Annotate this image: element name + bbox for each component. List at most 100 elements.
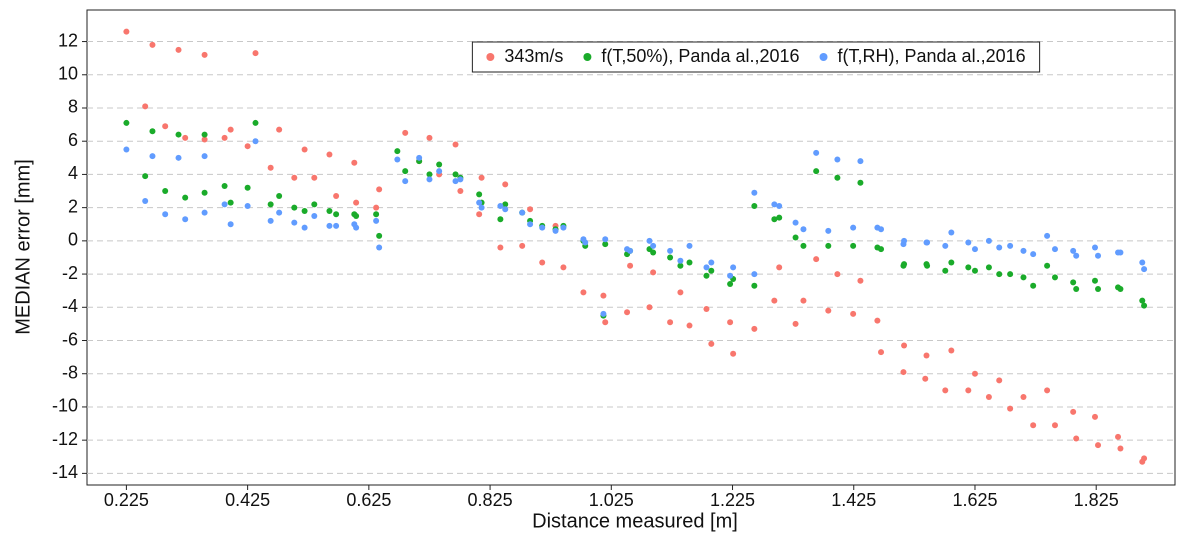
point xyxy=(1141,302,1148,309)
point xyxy=(686,259,693,266)
point xyxy=(1044,387,1051,394)
point xyxy=(878,349,885,356)
point xyxy=(149,153,156,160)
point xyxy=(667,247,674,254)
point xyxy=(703,305,710,312)
point xyxy=(227,126,234,133)
point xyxy=(416,154,423,161)
point xyxy=(402,129,409,136)
point xyxy=(985,393,992,400)
point xyxy=(311,201,318,208)
point xyxy=(878,246,885,253)
point xyxy=(1141,266,1148,273)
point xyxy=(149,41,156,48)
point xyxy=(948,229,955,236)
point xyxy=(291,219,298,226)
y-tick-label: 0 xyxy=(68,230,78,250)
point xyxy=(267,164,274,171)
point xyxy=(353,224,360,231)
point xyxy=(221,183,228,190)
point xyxy=(221,201,228,208)
point xyxy=(703,264,710,271)
point xyxy=(502,181,509,188)
y-tick-label: -10 xyxy=(52,396,78,416)
point xyxy=(351,159,358,166)
point xyxy=(825,307,832,314)
point xyxy=(476,199,483,206)
point xyxy=(123,119,130,126)
point xyxy=(394,148,401,155)
point xyxy=(353,199,360,206)
point xyxy=(373,211,380,218)
point xyxy=(267,201,274,208)
point xyxy=(646,304,653,311)
point xyxy=(813,168,820,175)
point xyxy=(552,227,559,234)
point xyxy=(478,204,485,211)
point xyxy=(311,212,318,219)
legend-marker xyxy=(486,53,495,61)
y-axis-label: MEDIAN error [mm] xyxy=(12,159,34,335)
point xyxy=(1115,433,1122,440)
point xyxy=(971,246,978,253)
point xyxy=(436,168,443,175)
x-tick-label: 1.825 xyxy=(1074,490,1119,510)
point xyxy=(394,156,401,163)
point xyxy=(497,244,504,251)
point xyxy=(942,242,949,249)
point xyxy=(457,188,464,195)
point xyxy=(252,50,259,57)
x-tick-label: 1.625 xyxy=(952,490,997,510)
point xyxy=(142,173,149,180)
point xyxy=(527,221,534,228)
point xyxy=(996,244,1003,251)
point xyxy=(311,174,318,181)
point xyxy=(244,143,251,150)
point xyxy=(965,264,972,271)
point xyxy=(985,237,992,244)
point xyxy=(244,202,251,209)
point xyxy=(182,194,189,201)
point xyxy=(1007,242,1014,249)
point xyxy=(291,174,298,181)
point xyxy=(650,269,657,276)
point xyxy=(600,310,607,317)
point xyxy=(1095,252,1102,259)
point xyxy=(333,211,340,218)
x-tick-label: 0.825 xyxy=(468,490,513,510)
legend-marker xyxy=(583,53,592,61)
point xyxy=(602,241,609,248)
point xyxy=(373,217,380,224)
point xyxy=(948,259,955,266)
y-tick-label: 4 xyxy=(68,163,78,183)
point xyxy=(1044,262,1051,269)
point xyxy=(1007,271,1014,278)
point xyxy=(162,211,169,218)
point xyxy=(985,264,992,271)
point xyxy=(922,375,929,382)
point xyxy=(792,219,799,226)
point xyxy=(333,193,340,200)
point xyxy=(201,209,208,216)
point xyxy=(582,239,589,246)
point xyxy=(686,322,693,329)
y-tick-label: -14 xyxy=(52,462,78,482)
point xyxy=(771,216,778,223)
point xyxy=(924,262,931,269)
x-tick-label: 0.225 xyxy=(104,490,149,510)
point xyxy=(602,319,609,326)
point xyxy=(252,119,259,126)
point xyxy=(123,146,130,153)
point xyxy=(850,310,857,317)
point xyxy=(175,131,182,138)
point xyxy=(825,242,832,249)
point xyxy=(291,204,298,211)
point xyxy=(201,51,208,58)
point xyxy=(452,141,459,148)
point xyxy=(201,131,208,138)
y-tick-label: -8 xyxy=(62,362,78,382)
point xyxy=(478,174,485,181)
x-tick-label: 1.425 xyxy=(831,490,876,510)
point xyxy=(813,149,820,156)
point xyxy=(1070,408,1077,415)
